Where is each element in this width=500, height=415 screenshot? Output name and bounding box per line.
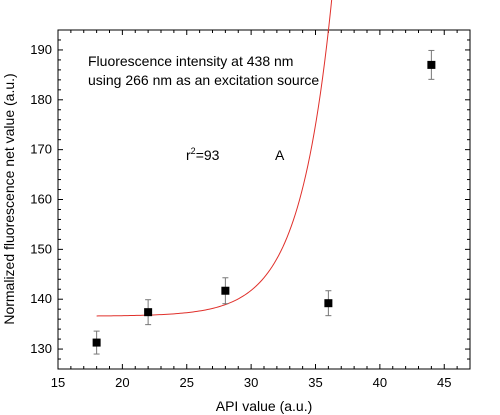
fit-curve bbox=[96, 0, 333, 317]
axis-ticks: 15 20 25 30 35 40 45 130 140 150 160 170 180 190 bbox=[30, 29, 471, 390]
y-tick-label: 150 bbox=[30, 241, 52, 256]
x-tick-label: 20 bbox=[115, 375, 129, 390]
data-points-layer bbox=[92, 49, 436, 355]
y-tick-label: 140 bbox=[30, 291, 52, 306]
data-point bbox=[92, 330, 101, 355]
square-marker bbox=[92, 338, 101, 347]
y-axis-label: Normalized fluorescence net value (a.u.) bbox=[1, 73, 17, 324]
y-tick-label: 180 bbox=[30, 92, 52, 107]
y-tick-label: 130 bbox=[30, 341, 52, 356]
data-point bbox=[221, 277, 230, 305]
x-tick-label: 45 bbox=[437, 375, 451, 390]
data-point bbox=[144, 299, 153, 326]
r-squared-prefix: r bbox=[186, 147, 191, 163]
panel-label: A bbox=[275, 147, 285, 163]
x-axis-label: API value (a.u.) bbox=[216, 398, 313, 414]
square-marker bbox=[427, 60, 436, 69]
annotation-line-2: using 266 nm as an excitation source bbox=[88, 72, 319, 88]
x-tick-label: 15 bbox=[51, 375, 65, 390]
r-squared-superscript: 2 bbox=[191, 146, 196, 156]
x-tick-label: 25 bbox=[180, 375, 194, 390]
y-tick-label: 170 bbox=[30, 142, 52, 157]
square-marker bbox=[144, 308, 153, 317]
annotation-line-1: Fluorescence intensity at 438 nm bbox=[88, 53, 293, 69]
y-tick-label: 160 bbox=[30, 192, 52, 207]
r-squared-label: r2=93 bbox=[186, 146, 220, 163]
fit-curve-layer bbox=[96, 0, 333, 317]
y-tick-label: 190 bbox=[30, 42, 52, 57]
data-point bbox=[324, 290, 333, 317]
r-squared-value: =93 bbox=[196, 147, 220, 163]
data-point bbox=[427, 49, 436, 80]
square-marker bbox=[324, 299, 333, 308]
x-tick-label: 35 bbox=[308, 375, 322, 390]
square-marker bbox=[221, 286, 230, 295]
x-tick-label: 40 bbox=[373, 375, 387, 390]
x-tick-label: 30 bbox=[244, 375, 258, 390]
